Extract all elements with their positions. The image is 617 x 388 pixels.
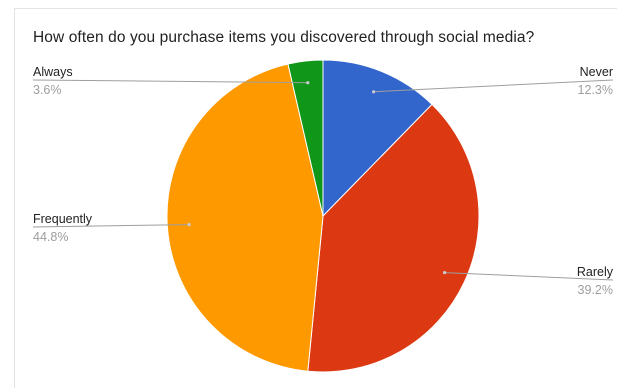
leader-line-always [32,79,308,84]
leader-line-frequently [32,224,190,228]
pie-slice-rarely[interactable] [307,103,480,373]
leader-dot-never [372,90,376,94]
slice-percent-frequently: 44.8% [33,230,68,244]
slice-label-rarely: Rarely [577,265,614,279]
chart-title: How often do you purchase items you disc… [33,29,535,46]
slice-label-always: Always [33,65,73,79]
slice-label-frequently: Frequently [33,212,93,226]
leader-line-never [373,79,614,93]
leader-dot-always [306,81,310,85]
slice-percent-never: 12.3% [578,83,613,97]
pie-slice-frequently[interactable] [166,63,324,372]
slice-percent-rarely: 39.2% [578,283,613,297]
pie-labels: Never 12.3% Rarely 39.2% Frequently 44.8% Alwa… [33,65,614,297]
pie-slice-always[interactable] [287,59,324,217]
leader-dot-frequently [187,223,191,227]
leader-dot-rarely [443,271,447,275]
slice-label-never: Never [580,65,613,79]
pie-leader-lines [32,79,614,281]
slice-percent-always: 3.6% [33,83,62,97]
pie-slices [166,59,480,373]
leader-line-rarely [444,272,614,281]
pie-slice-never[interactable] [322,59,433,218]
